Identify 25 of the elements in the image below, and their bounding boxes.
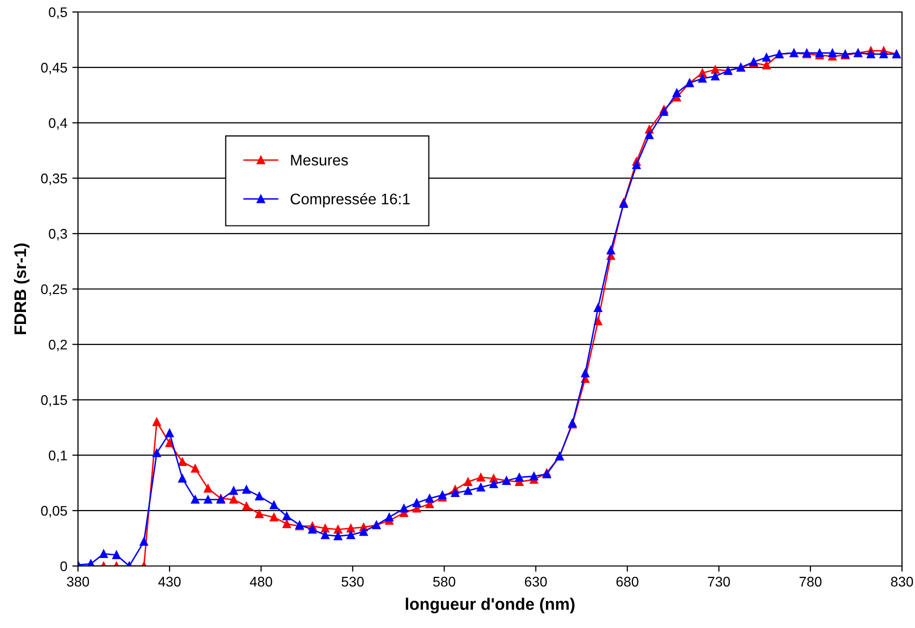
y-tick-label: 0 <box>60 561 68 572</box>
y-tick-label: 0,1 <box>48 450 67 462</box>
y-tick-label: 0,15 <box>41 395 68 407</box>
x-tick-label: 380 <box>66 576 90 587</box>
x-tick-label: 780 <box>800 576 822 587</box>
x-axis-title: longueur d'onde (nm) <box>406 598 574 614</box>
legend-label: Compressée 16:1 <box>290 193 410 208</box>
y-axis-title: FDRB (sr-1) <box>14 244 30 334</box>
x-tick-label: 680 <box>616 576 638 587</box>
x-tick-label: 580 <box>433 576 456 587</box>
x-tick-label: 630 <box>524 576 547 587</box>
y-tick-label: 0,2 <box>48 340 67 352</box>
legend-label: Mesures <box>291 154 348 166</box>
y-tick-label: 0,45 <box>41 62 68 74</box>
y-tick-label: 0,35 <box>41 174 68 186</box>
y-tick-label: 0,25 <box>41 284 68 296</box>
x-tick-label: 530 <box>342 576 364 587</box>
y-tick-label: 0,3 <box>48 228 67 240</box>
y-tick-label: 0,5 <box>48 7 68 19</box>
y-tick-label: 0,05 <box>41 506 68 518</box>
x-tick-label: 480 <box>250 576 272 587</box>
x-tick-label: 830 <box>891 576 914 587</box>
y-tick-label: 0,4 <box>48 118 68 130</box>
x-tick-label: 730 <box>708 576 730 587</box>
x-tick-label: 430 <box>158 576 181 587</box>
